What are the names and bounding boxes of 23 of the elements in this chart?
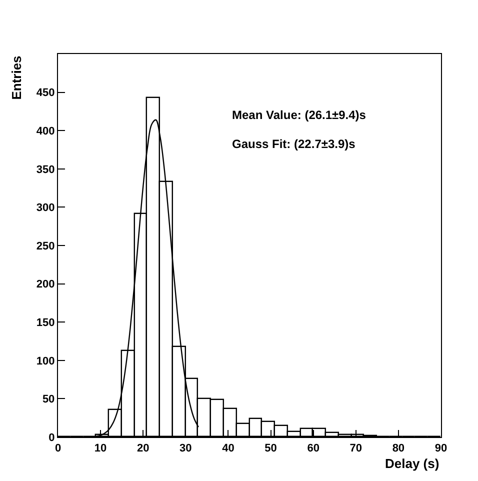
y-tick-label: 100 — [36, 355, 55, 368]
x-tick-label: 90 — [434, 442, 448, 454]
x-tick-label: 70 — [350, 442, 362, 454]
x-tick-label: 60 — [307, 442, 320, 454]
y-tick-label: 250 — [36, 240, 55, 252]
x-tick-label: 40 — [222, 442, 234, 454]
y-tick-label: 400 — [36, 125, 55, 138]
x-axis-title: Delay (s) — [385, 456, 440, 471]
y-tick-label: 0 — [48, 432, 55, 444]
y-tick-label: 450 — [36, 87, 55, 100]
y-axis-title: Entries — [8, 56, 24, 100]
y-tick-label: 50 — [42, 394, 55, 406]
x-tick-label: 20 — [136, 442, 150, 454]
annotation: Gauss Fit: (22.7±3.9)s — [232, 137, 356, 151]
x-tick-label: 50 — [264, 442, 277, 454]
x-tick-label: 10 — [94, 442, 107, 454]
x-tick-label: 80 — [392, 442, 405, 454]
annotation: Mean Value: (26.1±9.4)s — [232, 108, 366, 122]
y-tick-label: 300 — [36, 202, 55, 214]
y-tick-label: 200 — [36, 278, 55, 291]
y-tick-label: 350 — [36, 164, 55, 176]
x-tick-label: 30 — [180, 442, 192, 454]
y-tick-label: 150 — [36, 316, 55, 329]
